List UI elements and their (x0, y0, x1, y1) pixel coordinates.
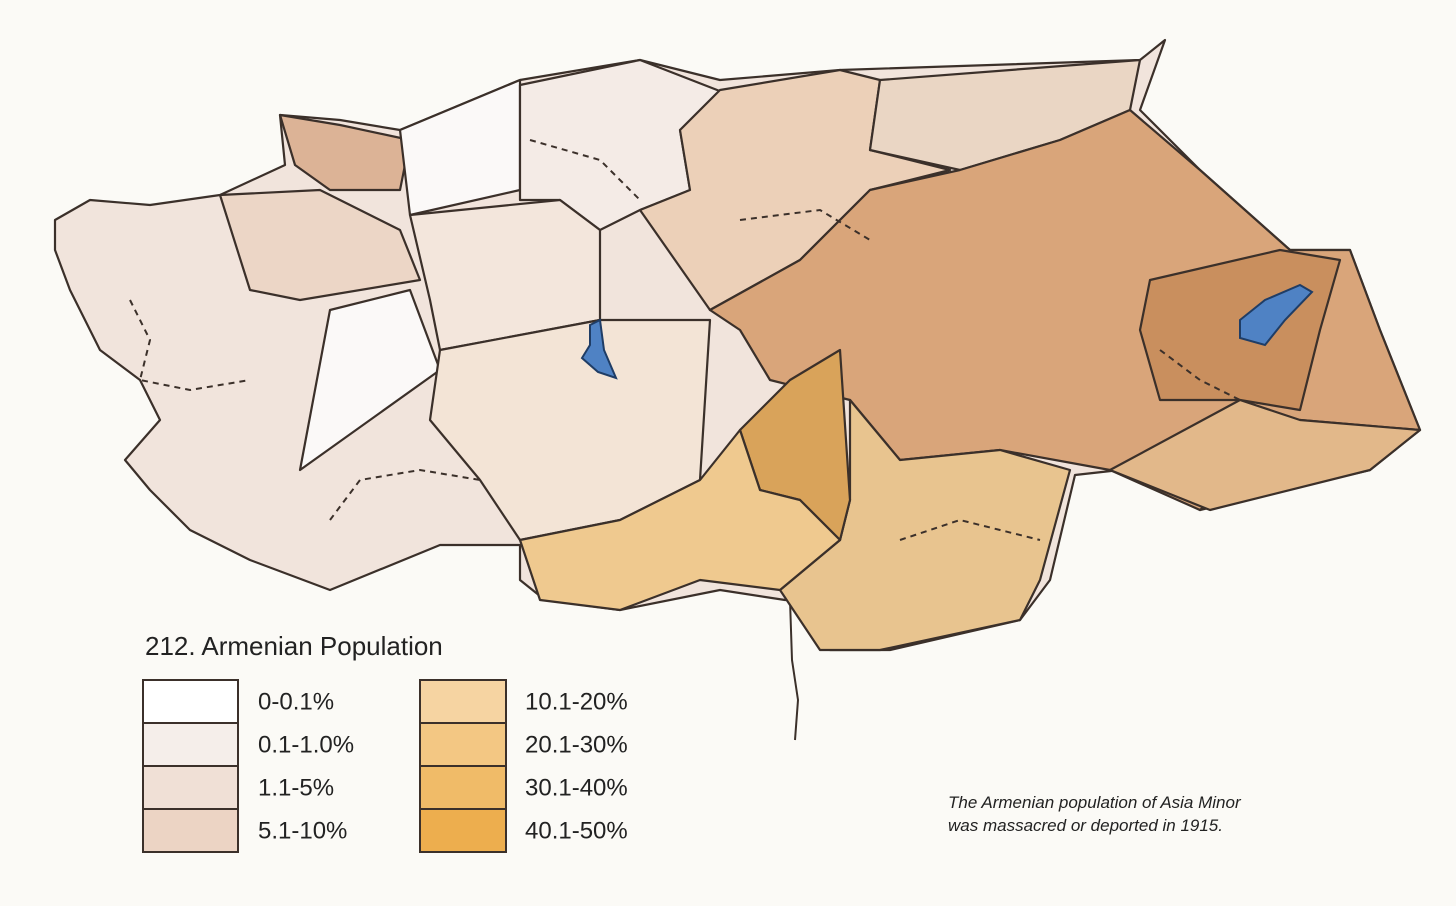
legend-swatch (142, 808, 239, 853)
legend-label: 10.1-20% (525, 688, 628, 715)
legend-label: 20.1-30% (525, 731, 628, 758)
legend-label: 0.1-1.0% (258, 731, 354, 758)
legend: 0-0.1% 0.1-1.0% 1.1-5% 5.1-10% 10.1-20% 20.1-… (142, 679, 628, 853)
legend-label: 1.1-5% (258, 774, 334, 801)
legend-label: 40.1-50% (525, 817, 628, 844)
legend-label: 30.1-40% (525, 774, 628, 801)
legend-swatch (142, 722, 239, 767)
legend-swatch (419, 722, 507, 767)
border-dashed (1159, 349, 1241, 401)
caption: The Armenian population of Asia Minor (948, 793, 1242, 812)
border-dashed (129, 299, 251, 392)
region (518, 428, 842, 612)
lake (1239, 283, 1314, 347)
legend-swatch (142, 765, 239, 810)
border-dashed (529, 139, 641, 201)
legend-swatch (142, 679, 239, 724)
region (278, 113, 412, 192)
legend-label: 0-0.1% (258, 688, 334, 715)
border-dashed (739, 208, 871, 241)
river (789, 599, 800, 741)
legend-swatch (419, 808, 507, 853)
legend-label: 5.1-10% (258, 817, 347, 844)
region (218, 188, 422, 302)
region (398, 78, 522, 217)
legend-swatch (419, 679, 507, 724)
legend-swatch (419, 765, 507, 810)
legend-title: 212. Armenian Population (145, 631, 443, 661)
region (1108, 398, 1422, 512)
lake (580, 318, 618, 380)
caption: was massacred or deported in 1915. (948, 816, 1223, 835)
border-dashed (329, 468, 481, 521)
map (53, 38, 1422, 741)
